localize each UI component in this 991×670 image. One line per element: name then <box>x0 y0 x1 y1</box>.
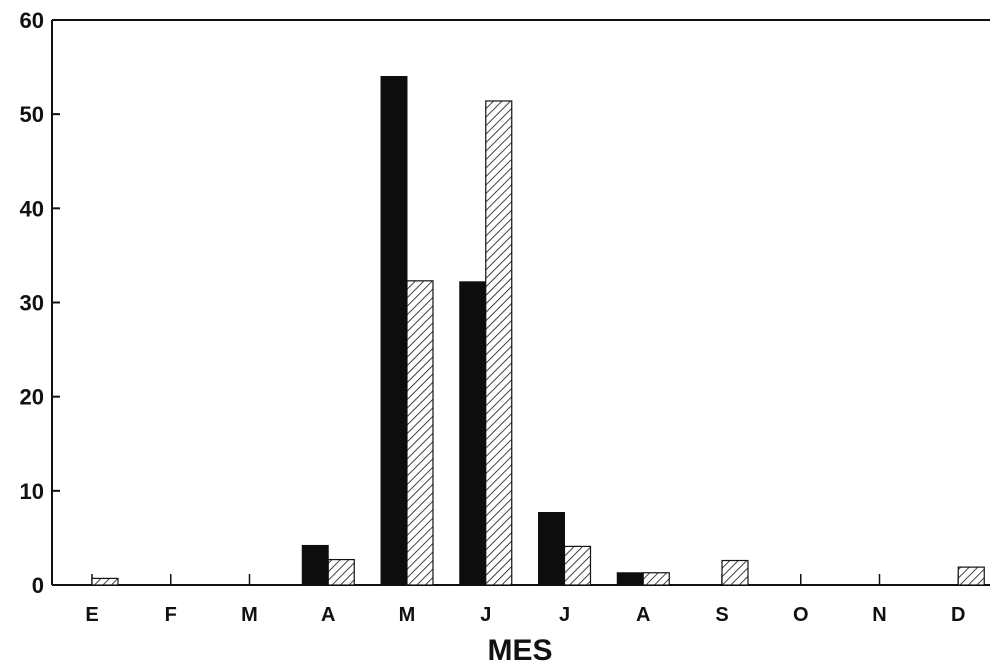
bar-series-2 <box>406 280 434 586</box>
y-tick-label: 10 <box>20 479 44 504</box>
bar-series-1 <box>459 281 487 586</box>
bar-series-1 <box>301 544 329 586</box>
x-axis-title: MES <box>487 634 552 665</box>
bar-series-2 <box>327 558 355 586</box>
x-tick-label: A <box>321 604 335 626</box>
x-tick-label: S <box>715 604 728 626</box>
x-tick-label: A <box>636 604 650 626</box>
bar-series-2 <box>563 545 592 586</box>
x-tick-label: D <box>951 604 965 626</box>
plot-frame <box>51 19 990 586</box>
bar-series-1 <box>538 511 565 586</box>
x-tick-label: M <box>241 604 258 626</box>
y-tick-label: 20 <box>20 385 44 410</box>
x-tick-label: E <box>85 604 98 626</box>
bar-series-2 <box>91 577 119 586</box>
y-tick-label: 60 <box>20 8 44 33</box>
bar-series-2 <box>721 559 749 586</box>
x-tick-label: J <box>480 604 491 626</box>
bar-series-2 <box>957 566 985 586</box>
bar-series-1 <box>380 76 408 586</box>
x-tick-label: J <box>559 604 570 626</box>
y-tick-label: 50 <box>20 102 44 127</box>
x-tick-label: O <box>793 604 809 626</box>
bar-series-2 <box>485 100 513 586</box>
y-tick-label: 40 <box>20 196 44 221</box>
y-tick-label: 0 <box>32 573 44 598</box>
y-axis: 0 10 20 30 40 50 60 <box>20 8 60 598</box>
bar-series-2 <box>642 572 670 586</box>
bars <box>91 76 985 586</box>
x-tick-label: F <box>165 604 177 626</box>
bar-series-1 <box>616 572 644 586</box>
x-tick-label: M <box>399 604 416 626</box>
y-tick-label: 30 <box>20 291 44 316</box>
x-tick-label: N <box>872 604 886 626</box>
